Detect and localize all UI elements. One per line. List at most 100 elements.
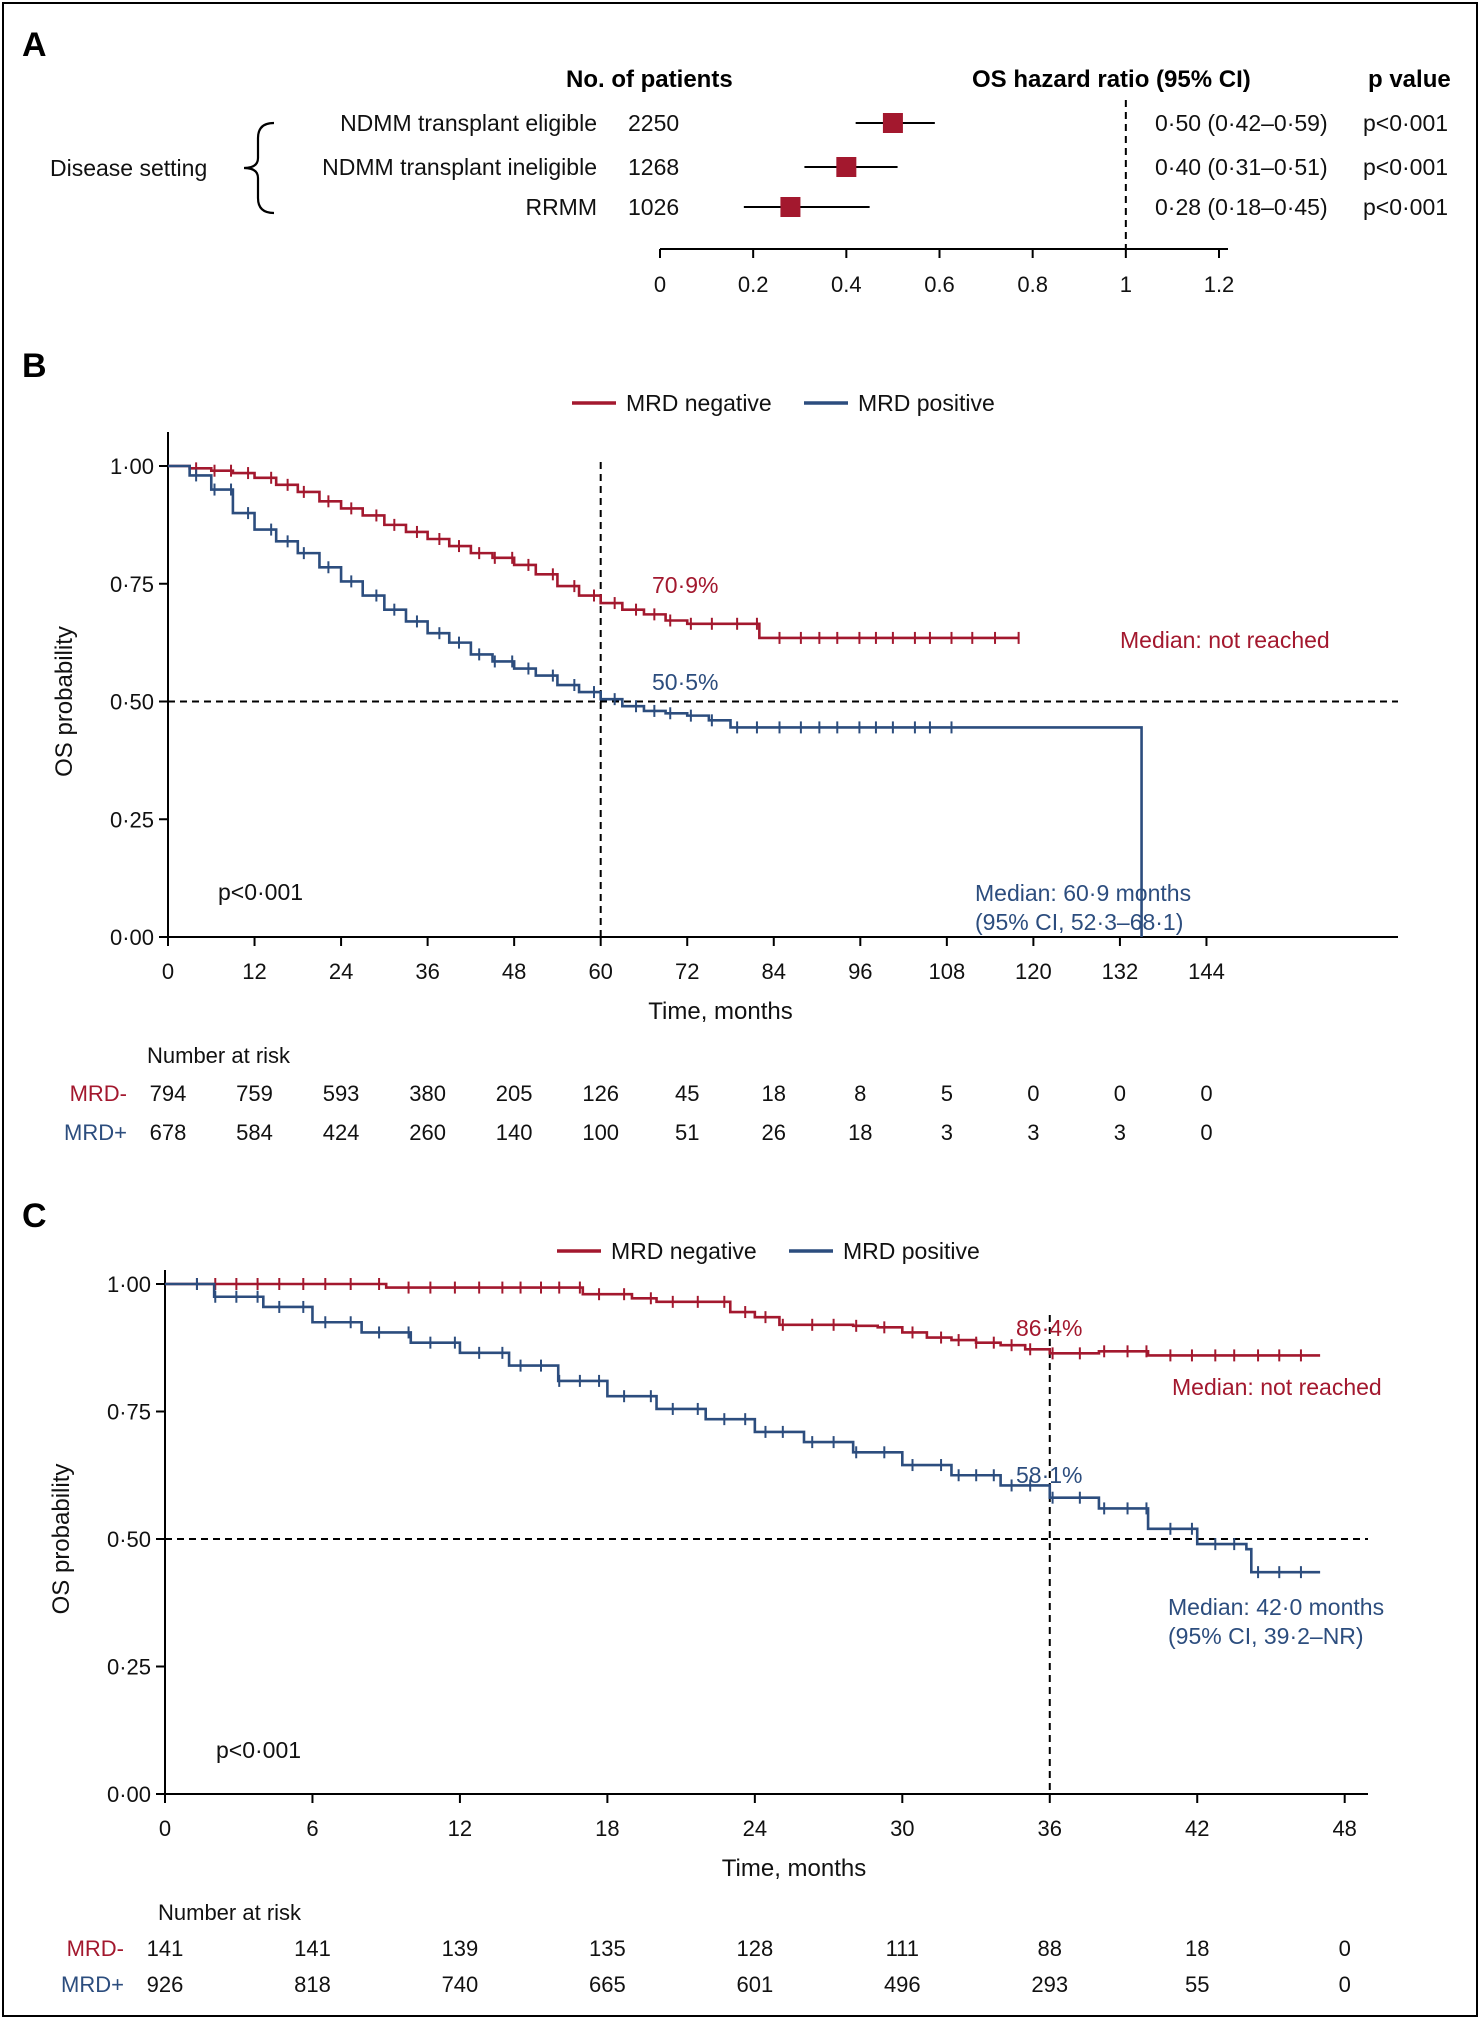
forest-x-tick-label: 0: [654, 272, 666, 297]
risk-table-title: Number at risk: [158, 1900, 302, 1925]
risk-count: 818: [294, 1972, 331, 1997]
risk-count: 128: [736, 1936, 773, 1961]
panel-b-km-plot: B MRD negative MRD positive 0·00 0·25 0·50 0·…: [22, 347, 1398, 1145]
mrd-negative-landmark-percent: 86·4%: [1016, 1315, 1082, 1341]
risk-count: 135: [589, 1936, 626, 1961]
risk-row-label-mrd-negative: MRD-: [67, 1936, 124, 1961]
x-tick-label: 48: [1332, 1816, 1356, 1841]
risk-count: 3: [1114, 1120, 1126, 1145]
risk-count: 380: [409, 1081, 446, 1106]
mrd-positive-curve: [165, 1282, 1321, 1574]
forest-row-n: 1268: [628, 154, 679, 180]
legend-mrd-negative-label: MRD negative: [626, 390, 772, 416]
logrank-pvalue: p<0·001: [218, 879, 303, 905]
x-axis-title: Time, months: [648, 998, 792, 1025]
x-tick-label: 108: [928, 959, 965, 984]
mrd-negative-censor-marks: [195, 1278, 1302, 1362]
x-tick-label: 84: [762, 959, 786, 984]
risk-count: 601: [736, 1972, 773, 1997]
risk-count: 424: [323, 1120, 360, 1145]
risk-count: 111: [886, 1936, 919, 1961]
panel-b-label: B: [22, 347, 47, 385]
legend-mrd-positive-label: MRD positive: [843, 1238, 980, 1264]
risk-count: 26: [762, 1120, 786, 1145]
risk-count: 293: [1031, 1972, 1068, 1997]
forest-row-n: 1026: [628, 194, 679, 220]
y-tick-label: 0·50: [107, 1527, 151, 1552]
forest-row-label: NDMM transplant eligible: [340, 110, 597, 136]
risk-count: 0: [1114, 1081, 1126, 1106]
risk-count: 3: [1027, 1120, 1039, 1145]
x-tick-label: 18: [595, 1816, 619, 1841]
mrd-negative-median-text: Median: not reached: [1120, 627, 1330, 653]
risk-count: 141: [294, 1936, 331, 1961]
forest-group-label: Disease setting: [50, 155, 207, 181]
risk-count: 678: [150, 1120, 187, 1145]
x-tick-label: 12: [448, 1816, 472, 1841]
panel-a-forest-plot: A No. of patients OS hazard ratio (95% C…: [22, 26, 1451, 297]
risk-count: 18: [762, 1081, 786, 1106]
x-tick-label: 60: [588, 959, 612, 984]
forest-row-hr-text: 0·50 (0·42–0·59): [1155, 110, 1328, 136]
legend-mrd-positive-label: MRD positive: [858, 390, 995, 416]
forest-group-brace: [243, 121, 275, 215]
forest-header-patients: No. of patients: [566, 66, 733, 93]
mrd-positive-censor-marks: [195, 469, 953, 734]
forest-row-hr-text: 0·28 (0·18–0·45): [1155, 194, 1328, 220]
risk-count: 794: [150, 1081, 187, 1106]
forest-row-n: 2250: [628, 110, 679, 136]
x-tick-label: 30: [890, 1816, 914, 1841]
forest-row-label: NDMM transplant ineligible: [322, 154, 597, 180]
risk-row-label-mrd-negative: MRD-: [70, 1081, 127, 1106]
mrd-negative-curve: [168, 464, 1019, 640]
forest-x-tick-label: 0.8: [1017, 272, 1048, 297]
risk-count: 45: [675, 1081, 699, 1106]
x-tick-label: 24: [329, 959, 353, 984]
risk-count: 100: [582, 1120, 619, 1145]
x-tick-label: 24: [743, 1816, 767, 1841]
x-tick-label: 0: [159, 1816, 171, 1841]
risk-count: 759: [236, 1081, 273, 1106]
risk-count: 139: [442, 1936, 479, 1961]
forest-point-estimate: [780, 197, 801, 217]
mrd-negative-landmark-percent: 70·9%: [652, 572, 718, 598]
x-tick-label: 120: [1015, 959, 1052, 984]
forest-rows: NDMM transplant eligible 2250 0·50 (0·42–0…: [322, 110, 1448, 220]
y-tick-label: 0·25: [110, 807, 154, 832]
forest-row-pvalue: p<0·001: [1363, 110, 1448, 136]
y-tick-label: 0·50: [110, 690, 154, 715]
forest-x-tick-label: 0.6: [924, 272, 955, 297]
panel-c-label: C: [22, 1197, 47, 1235]
mrd-positive-median-ci-text: (95% CI, 39·2–NR): [1168, 1623, 1364, 1649]
mrd-negative-curve: [165, 1282, 1321, 1357]
risk-count: 0: [1339, 1936, 1351, 1961]
y-axis-title: OS probability: [48, 1464, 75, 1615]
x-tick-label: 0: [162, 959, 174, 984]
y-tick-label: 0·75: [110, 572, 154, 597]
forest-row-hr-text: 0·40 (0·31–0·51): [1155, 154, 1328, 180]
forest-x-tick-label: 0.4: [831, 272, 862, 297]
mrd-negative-censor-marks: [195, 462, 1020, 644]
risk-table-title: Number at risk: [147, 1043, 291, 1068]
forest-x-tick-label: 1.2: [1204, 272, 1235, 297]
risk-count: 141: [147, 1936, 184, 1961]
risk-count: 18: [848, 1120, 872, 1145]
y-tick-label: 1·00: [110, 454, 154, 479]
y-tick-label: 0·25: [107, 1655, 151, 1680]
risk-count: 0: [1339, 1972, 1351, 1997]
risk-count: 3: [941, 1120, 953, 1145]
mrd-positive-landmark-percent: 58·1%: [1016, 1462, 1082, 1488]
x-axis-title: Time, months: [722, 1855, 866, 1882]
risk-count: 205: [496, 1081, 533, 1106]
x-tick-label: 6: [306, 1816, 318, 1841]
risk-count: 51: [675, 1120, 699, 1145]
risk-count: 260: [409, 1120, 446, 1145]
risk-row-label-mrd-positive: MRD+: [64, 1120, 127, 1145]
risk-count: 5: [941, 1081, 953, 1106]
mrd-positive-median-ci-text: (95% CI, 52·3–68·1): [975, 909, 1183, 935]
forest-x-tick-label: 1: [1120, 272, 1132, 297]
mrd-positive-curve: [168, 464, 1143, 937]
risk-count: 126: [582, 1081, 619, 1106]
